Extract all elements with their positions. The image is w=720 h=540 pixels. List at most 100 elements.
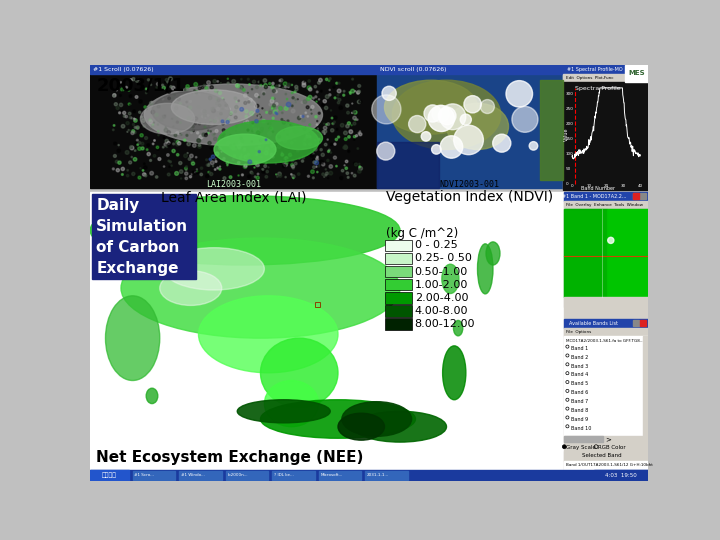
Circle shape [234, 145, 235, 146]
Circle shape [251, 104, 252, 105]
Bar [319, 470, 361, 480]
Ellipse shape [276, 126, 323, 150]
Circle shape [118, 145, 120, 146]
Circle shape [276, 85, 279, 88]
Circle shape [328, 94, 331, 96]
Circle shape [253, 80, 256, 83]
Circle shape [318, 99, 320, 100]
Circle shape [295, 99, 297, 100]
Circle shape [132, 130, 135, 133]
Circle shape [377, 142, 395, 160]
Bar [632, 193, 639, 199]
Text: MES: MES [628, 70, 644, 76]
Circle shape [287, 102, 291, 107]
Circle shape [210, 107, 213, 111]
Circle shape [341, 170, 344, 172]
Circle shape [215, 160, 217, 163]
Circle shape [194, 117, 198, 120]
Circle shape [276, 113, 278, 114]
Bar [564, 436, 648, 442]
Circle shape [353, 130, 354, 132]
Circle shape [235, 84, 238, 87]
Bar [377, 65, 563, 74]
Circle shape [346, 111, 349, 114]
Circle shape [294, 139, 296, 141]
Circle shape [233, 138, 235, 139]
Ellipse shape [199, 296, 338, 373]
Circle shape [303, 100, 307, 104]
Circle shape [300, 116, 302, 118]
Circle shape [329, 165, 333, 168]
Circle shape [240, 107, 243, 111]
Circle shape [230, 134, 231, 136]
Circle shape [165, 80, 168, 83]
Circle shape [327, 123, 330, 125]
Circle shape [112, 93, 116, 97]
Circle shape [156, 83, 160, 86]
Circle shape [136, 139, 138, 141]
Circle shape [318, 112, 320, 114]
Ellipse shape [163, 248, 264, 290]
Circle shape [261, 168, 263, 170]
Circle shape [287, 159, 289, 161]
Circle shape [198, 145, 202, 148]
Circle shape [292, 105, 293, 107]
Circle shape [189, 110, 192, 112]
Circle shape [208, 96, 212, 100]
Circle shape [213, 79, 216, 83]
Circle shape [134, 150, 135, 151]
Circle shape [262, 91, 265, 94]
Circle shape [156, 176, 158, 178]
Circle shape [207, 132, 210, 134]
Circle shape [138, 141, 141, 144]
Circle shape [147, 144, 150, 146]
Circle shape [220, 83, 221, 84]
Circle shape [121, 167, 125, 171]
Text: Net Ecosystem Exchange (NEE): Net Ecosystem Exchange (NEE) [96, 450, 364, 465]
Text: #1 Band 1 - MOD17A2.2...: #1 Band 1 - MOD17A2.2... [562, 194, 626, 199]
Circle shape [337, 89, 341, 93]
Circle shape [311, 105, 314, 109]
Circle shape [279, 140, 280, 141]
Circle shape [285, 93, 287, 95]
Circle shape [202, 136, 204, 138]
Circle shape [229, 123, 230, 124]
Circle shape [358, 132, 360, 134]
Circle shape [285, 177, 287, 178]
Text: Gray Scale: Gray Scale [566, 445, 595, 450]
Circle shape [287, 83, 291, 87]
Ellipse shape [354, 411, 446, 442]
Circle shape [168, 90, 171, 93]
Circle shape [192, 162, 194, 165]
Circle shape [240, 78, 242, 80]
Circle shape [281, 119, 283, 120]
Circle shape [247, 129, 249, 131]
Bar [564, 436, 603, 442]
Circle shape [143, 125, 145, 127]
Circle shape [279, 106, 282, 110]
Circle shape [246, 159, 248, 160]
Circle shape [316, 124, 318, 125]
Circle shape [256, 164, 259, 167]
Text: #1 Scroll (0.07626): #1 Scroll (0.07626) [93, 67, 154, 72]
Circle shape [244, 164, 247, 167]
Circle shape [135, 96, 138, 98]
Circle shape [287, 84, 289, 86]
Circle shape [303, 143, 306, 145]
Circle shape [174, 111, 176, 112]
Circle shape [232, 146, 235, 150]
Circle shape [328, 149, 330, 151]
Circle shape [334, 97, 336, 99]
Circle shape [317, 156, 318, 158]
Circle shape [256, 131, 258, 134]
Circle shape [174, 140, 176, 141]
Bar [90, 192, 564, 469]
Text: Band 1/OUT17A2003.1-S61/12 G+H:10bht: Band 1/OUT17A2003.1-S61/12 G+H:10bht [566, 463, 653, 467]
Text: 40: 40 [638, 184, 643, 188]
Circle shape [269, 127, 273, 130]
Circle shape [198, 144, 201, 146]
Circle shape [166, 154, 169, 156]
Circle shape [194, 90, 195, 92]
Circle shape [347, 122, 351, 125]
Circle shape [409, 116, 426, 133]
